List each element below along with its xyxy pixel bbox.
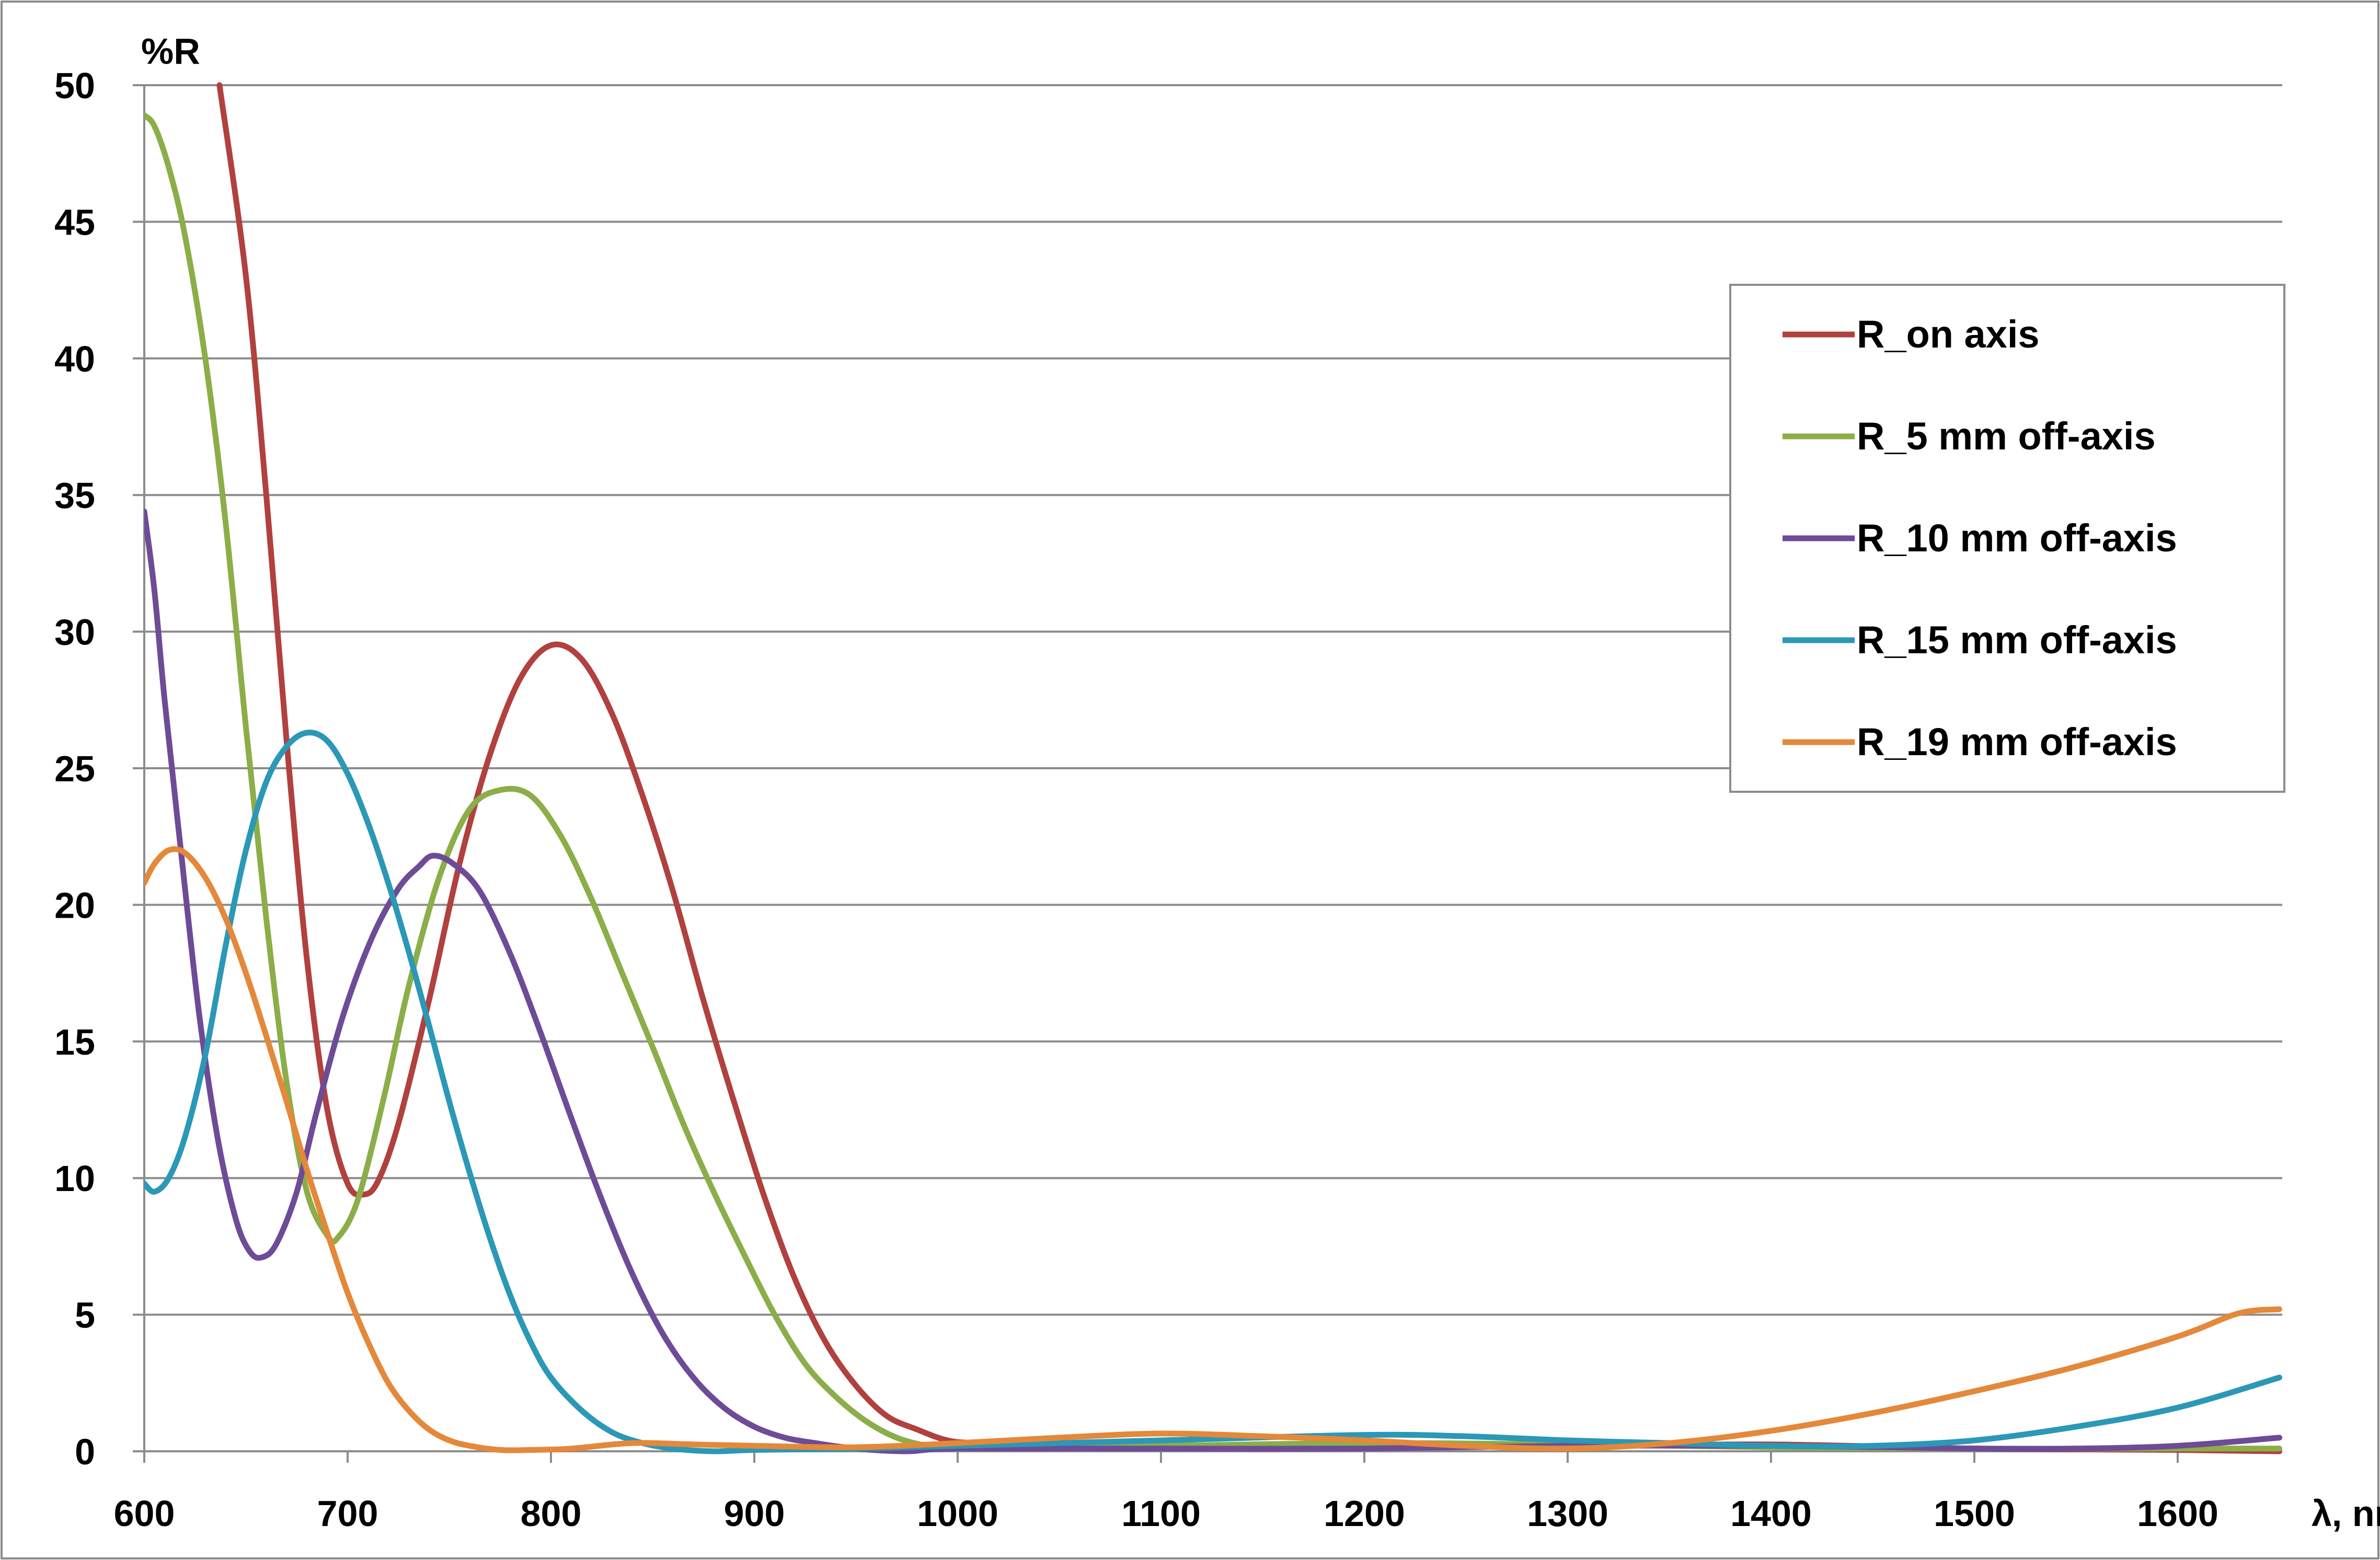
- legend-label-r-5-mm-off-axis: R_5 mm off-axis: [1857, 414, 2156, 458]
- legend-label-r-15-mm-off-axis: R_15 mm off-axis: [1857, 618, 2177, 662]
- legend-entries: R_on axis R_5 mm off-axis R_10 mm off-axis…: [1783, 313, 2177, 764]
- x-tick-label-800: 800: [521, 1493, 582, 1534]
- x-tick-label-1300: 1300: [1527, 1493, 1608, 1534]
- x-tick-label-900: 900: [724, 1493, 785, 1534]
- y-tick-label-25: 25: [54, 748, 95, 789]
- x-tick-label-600: 600: [114, 1493, 175, 1534]
- legend-label-r-19-mm-off-axis: R_19 mm off-axis: [1857, 720, 2177, 764]
- y-axis-ticks: 0 5 10 15 20 25 30 35 40 45 50: [54, 65, 144, 1472]
- y-tick-label-10: 10: [54, 1158, 95, 1199]
- y-tick-label-50: 50: [54, 65, 95, 106]
- y-axis-label: %R: [141, 31, 200, 72]
- y-tick-label-35: 35: [54, 475, 95, 516]
- y-tick-label-40: 40: [54, 339, 95, 379]
- legend-label-r-on-axis: R_on axis: [1857, 313, 2040, 356]
- x-tick-label-1400: 1400: [1730, 1493, 1812, 1534]
- x-axis-ticks: 600 700 800 900 1000 1100 1200 1300 1400 1500 1600: [114, 1451, 2218, 1534]
- y-tick-label-30: 30: [54, 612, 95, 653]
- x-tick-label-700: 700: [317, 1493, 378, 1534]
- x-tick-label-1100: 1100: [1121, 1493, 1201, 1534]
- y-tick-label-5: 5: [75, 1295, 95, 1336]
- series-lines: [144, 82, 2282, 1454]
- legend: R_on axis R_5 mm off-axis R_10 mm off-axis…: [1729, 284, 2285, 793]
- x-tick-label-1200: 1200: [1324, 1493, 1405, 1534]
- y-tick-label-20: 20: [54, 885, 95, 926]
- y-tick-label-45: 45: [54, 202, 95, 242]
- series-line-r-19-mm-off-axis: [144, 846, 2282, 1453]
- x-tick-label-1000: 1000: [917, 1493, 998, 1534]
- legend-label-r-10-mm-off-axis: R_10 mm off-axis: [1857, 516, 2177, 560]
- series-line-r-15-mm-off-axis: [144, 730, 2282, 1454]
- y-tick-label-15: 15: [54, 1022, 95, 1062]
- x-tick-label-1600: 1600: [2137, 1493, 2218, 1534]
- x-tick-label-1500: 1500: [1934, 1493, 2015, 1534]
- y-tick-label-0: 0: [75, 1431, 95, 1472]
- x-axis-label: λ, nm: [2312, 1493, 2380, 1534]
